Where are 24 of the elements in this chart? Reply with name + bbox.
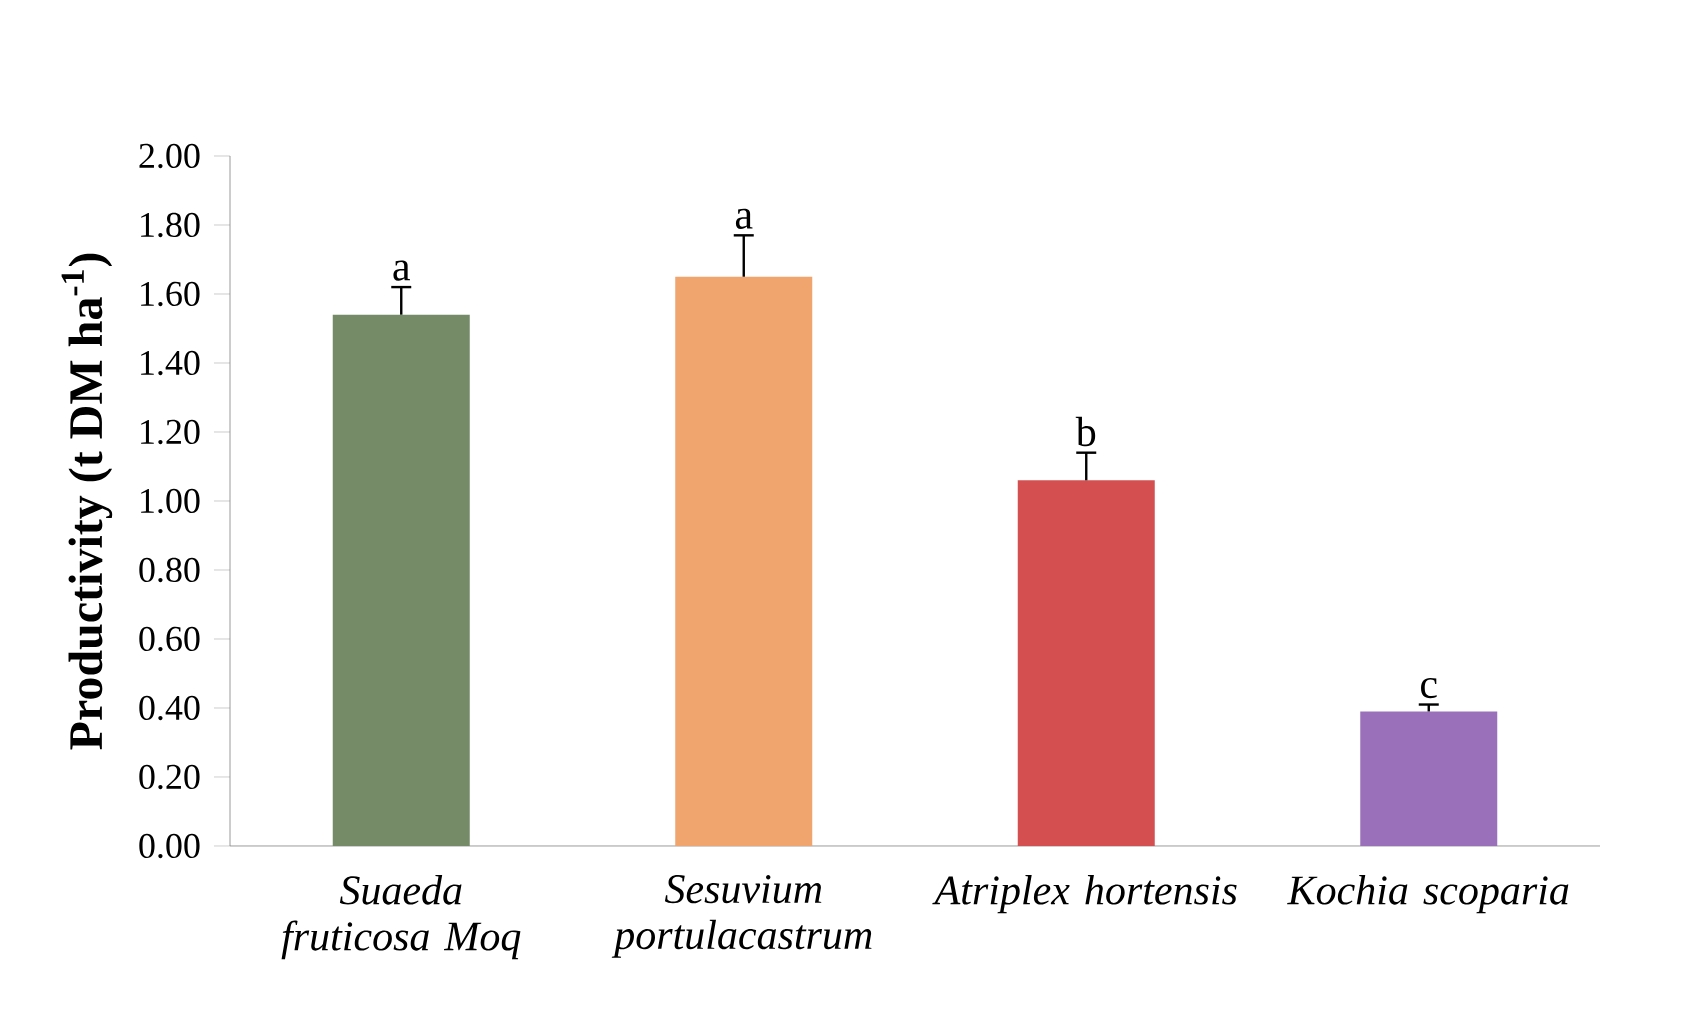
y-axis-title: Productivity (t DM ha$^{-1}$): [61, 253, 113, 750]
y-tick-label: 1.60: [141, 281, 200, 307]
x-tick-label: Kochia scoparia: [1287, 875, 1569, 914]
bar: [1017, 480, 1155, 846]
y-tick-label: 2.00: [139, 143, 200, 169]
y-tick-label: 1.00: [141, 488, 200, 514]
x-tick-label: Suaeda fruticosa Moq: [281, 875, 521, 960]
y-tick-label: 0.60: [139, 626, 200, 652]
x-tick-label: Atriplex hortensis: [932, 875, 1237, 914]
annotation: c: [1421, 677, 1437, 699]
y-tick-label: 1.80: [141, 212, 200, 238]
annotation: a: [735, 208, 753, 229]
y-tick-label: 1.40: [141, 350, 200, 376]
y-tick-label: 0.40: [139, 695, 200, 721]
y-tick-label: 1.20: [141, 419, 200, 445]
x-tick-label: Sesuvium portulacastrum: [611, 875, 872, 958]
bar: [332, 314, 470, 846]
annotation: b: [1075, 416, 1096, 447]
bar: [1360, 711, 1498, 846]
y-tick-label: 0.00: [139, 833, 200, 859]
annotation: a: [393, 260, 410, 281]
y-tick-label: 0.20: [139, 764, 200, 790]
y-tick-label: 0.80: [139, 557, 200, 583]
bar: [675, 276, 813, 846]
